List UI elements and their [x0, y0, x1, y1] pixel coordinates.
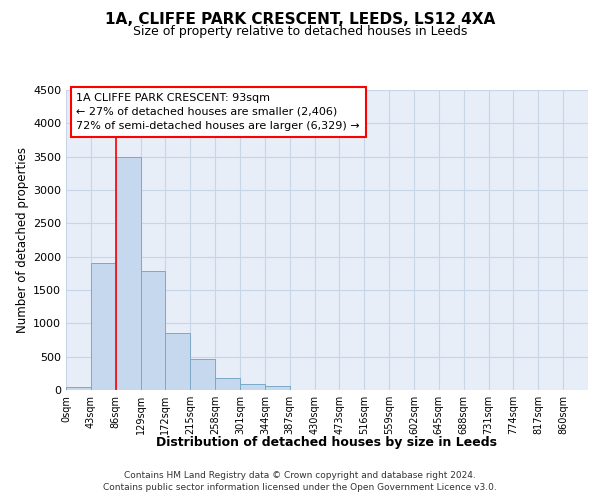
Bar [91, 264, 116, 390]
Bar [215, 378, 240, 390]
Bar [116, 156, 140, 390]
Bar [140, 272, 166, 390]
Text: Contains HM Land Registry data © Crown copyright and database right 2024.: Contains HM Land Registry data © Crown c… [124, 472, 476, 480]
Text: 1A, CLIFFE PARK CRESCENT, LEEDS, LS12 4XA: 1A, CLIFFE PARK CRESCENT, LEEDS, LS12 4X… [105, 12, 495, 28]
Bar [166, 332, 190, 390]
Text: Size of property relative to detached houses in Leeds: Size of property relative to detached ho… [133, 25, 467, 38]
Y-axis label: Number of detached properties: Number of detached properties [16, 147, 29, 333]
Text: Contains public sector information licensed under the Open Government Licence v3: Contains public sector information licen… [103, 483, 497, 492]
Bar [265, 386, 290, 390]
Bar [240, 384, 265, 390]
Text: Distribution of detached houses by size in Leeds: Distribution of detached houses by size … [157, 436, 497, 449]
Text: 1A CLIFFE PARK CRESCENT: 93sqm
← 27% of detached houses are smaller (2,406)
72% : 1A CLIFFE PARK CRESCENT: 93sqm ← 27% of … [76, 93, 360, 131]
Bar [66, 388, 91, 390]
Bar [190, 360, 215, 390]
